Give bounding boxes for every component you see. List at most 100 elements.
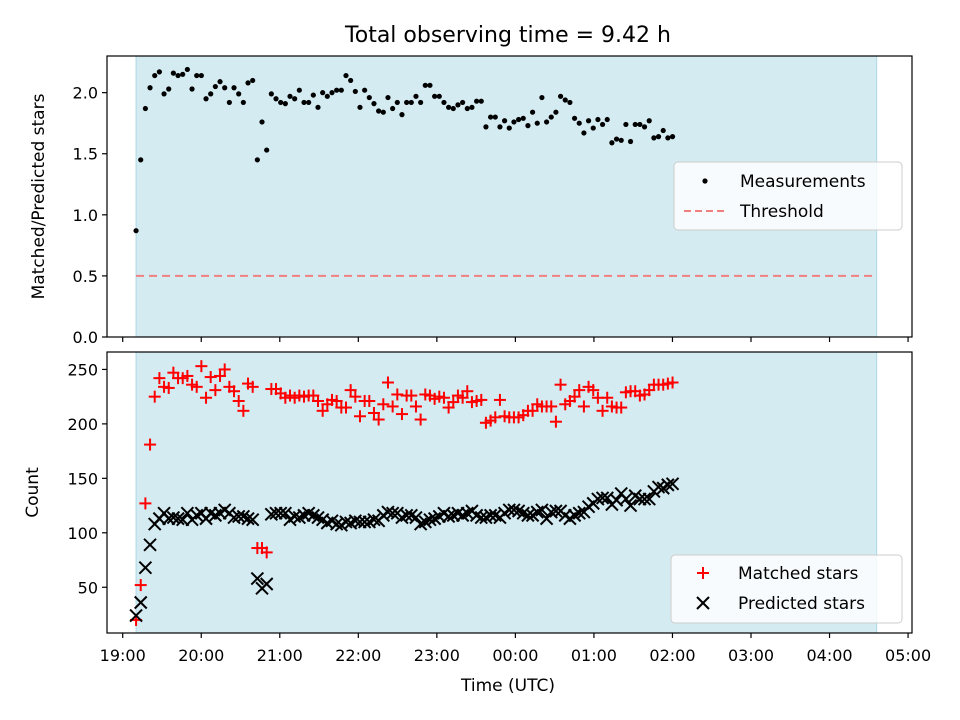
measurement-point — [161, 91, 167, 97]
measurement-point — [338, 87, 344, 93]
measurement-point — [301, 99, 307, 106]
matched-star-point — [596, 404, 609, 417]
measurement-point — [641, 124, 648, 130]
predicted-star-point — [637, 492, 652, 506]
measurement-point — [329, 90, 335, 96]
matched-star-point — [367, 406, 380, 419]
measurement-point — [324, 93, 330, 99]
measurement-point — [590, 125, 596, 131]
measurement-point — [362, 87, 368, 93]
predicted-star-point — [539, 511, 554, 526]
matched-star-point — [344, 384, 357, 397]
x-tick-label: 01:00 — [571, 646, 617, 665]
measurement-point — [413, 93, 419, 99]
measurement-point — [226, 99, 232, 106]
y-tick-label: 150 — [67, 469, 98, 488]
predicted-star-point — [129, 608, 143, 623]
y-tick-label: 100 — [67, 524, 98, 543]
measurement-point — [646, 118, 652, 124]
x-tick-label: 21:00 — [257, 646, 303, 665]
measurement-point — [152, 72, 158, 79]
measurement-point — [599, 121, 606, 128]
measurement-point — [133, 228, 139, 234]
measurement-point — [511, 119, 517, 125]
matched-star-point — [181, 369, 194, 382]
measurement-point — [436, 93, 442, 99]
matched-star-point — [601, 391, 614, 404]
matched-star-point — [568, 390, 581, 403]
predicted-star-point — [143, 538, 157, 552]
measurement-point — [492, 114, 498, 120]
measurement-point — [296, 87, 302, 93]
measurement-point — [334, 87, 340, 93]
measurement-point — [432, 93, 438, 99]
measurement-point — [418, 99, 424, 106]
matched-star-point — [260, 546, 273, 559]
matched-star-point — [573, 384, 586, 397]
measurement-point — [142, 105, 148, 112]
predicted-star-point — [385, 506, 400, 520]
y-tick-label: 1.0 — [73, 206, 98, 225]
matched-star-point — [232, 395, 245, 408]
measurement-point — [567, 99, 573, 106]
measurement-point — [515, 116, 522, 123]
matched-star-point — [311, 395, 324, 408]
measurement-point — [585, 118, 592, 124]
x-tick-label: 03:00 — [728, 646, 774, 665]
measurement-point — [184, 66, 190, 73]
bottom-panel: 50 100 150 200 250 19:00 20:00 21:00 22:00 23:00… — [23, 351, 931, 696]
measurement-point — [548, 114, 554, 120]
measurement-point — [189, 86, 195, 92]
matched-star-point — [414, 413, 427, 426]
measurement-point — [623, 121, 629, 128]
measurement-point — [287, 93, 293, 99]
measurement-point — [231, 85, 237, 91]
x-tick-label: 19:00 — [100, 646, 146, 665]
matched-star-point — [153, 372, 166, 385]
matched-star-point — [475, 393, 488, 406]
matched-star-point — [395, 408, 408, 421]
legend-matched-marker — [697, 567, 709, 579]
matched-star-point — [144, 438, 157, 451]
measurement-point — [488, 114, 494, 120]
matched-star-point — [353, 410, 366, 423]
measurement-point — [595, 116, 601, 123]
measurement-point — [138, 157, 144, 163]
top-x-ticks — [122, 337, 909, 342]
matched-star-point — [237, 404, 250, 417]
measurement-point — [408, 99, 414, 106]
measurement-point — [222, 85, 228, 91]
figure-title: Total observing time = 9.42 h — [344, 23, 671, 48]
measurement-point — [320, 90, 326, 96]
matched-star-point — [148, 390, 161, 403]
measurement-point — [665, 135, 671, 141]
measurement-point — [292, 96, 298, 102]
measurement-point — [581, 130, 587, 136]
measurement-point — [259, 119, 265, 125]
matched-star-point — [615, 401, 628, 414]
predicted-star-point — [665, 477, 680, 491]
measurement-point — [380, 109, 386, 115]
predicted-star-point — [521, 508, 535, 523]
measurement-point — [390, 105, 396, 112]
measurement-point — [618, 137, 624, 143]
measurement-point — [343, 72, 349, 79]
matched-star-point — [162, 381, 175, 394]
x-tick-label: 02:00 — [649, 646, 695, 665]
matched-star-point — [437, 391, 450, 404]
bottom-y-ticks: 50 100 150 200 250 — [67, 360, 107, 597]
measurement-point — [460, 99, 466, 106]
predicted-star-point — [661, 478, 675, 492]
measurement-point — [520, 115, 526, 121]
predicted-star-point — [595, 491, 610, 505]
measurement-point — [450, 105, 456, 112]
x-tick-label: 22:00 — [335, 646, 381, 665]
measurement-point — [250, 77, 256, 84]
predicted-star-point — [241, 511, 255, 526]
predicted-star-point — [134, 595, 148, 610]
measurement-point — [371, 101, 377, 107]
matched-star-point — [461, 385, 474, 398]
predicted-star-point — [278, 506, 293, 520]
measurement-point — [576, 120, 582, 126]
